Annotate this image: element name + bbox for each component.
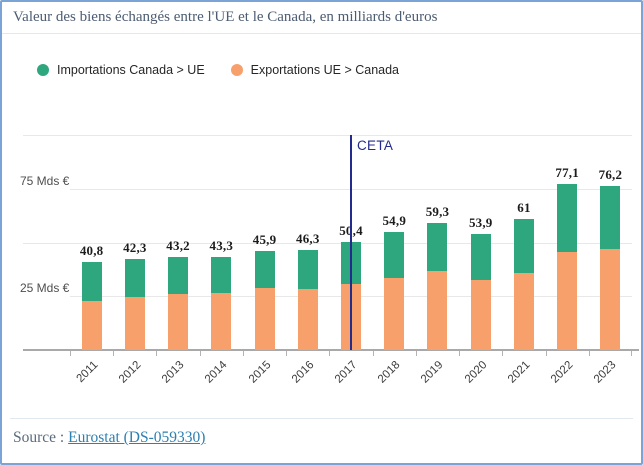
gridline-100 (23, 135, 632, 136)
bar-segment-exports-2015 (254, 288, 275, 350)
bar-total-label-2016: 46,3 (296, 231, 320, 247)
source-prefix: Source : (13, 429, 65, 446)
bar-total-label-2015: 45,9 (252, 232, 277, 248)
x-axis-label-2015: 2015 (246, 359, 274, 386)
bar-segment-imports-2015 (254, 251, 275, 289)
bar-total-label-2018: 54,9 (382, 212, 407, 228)
x-axis-tick (502, 351, 504, 356)
bar-segment-exports-2011 (81, 300, 102, 350)
x-axis-tick (545, 351, 547, 356)
bar-total-label-2020: 53,9 (468, 215, 493, 231)
bar-segment-exports-2013 (168, 294, 189, 350)
x-axis-label-2020: 2020 (462, 359, 490, 386)
bar-segment-exports-2014 (211, 293, 232, 350)
bar-slot-2012: 42,3 2012 (113, 135, 156, 386)
y-axis-label-25: 25 Mds € (20, 281, 70, 296)
bar-segment-exports-2021 (513, 273, 534, 350)
bar-segment-exports-2019 (427, 270, 448, 350)
bar-segment-imports-2013 (168, 257, 189, 295)
x-axis-label-2013: 2013 (159, 359, 187, 386)
bar-segment-imports-2021 (513, 218, 534, 274)
bar-slot-2016: 46,3 2016 (286, 135, 329, 386)
bar-slot-2020: 53,9 2020 (459, 135, 502, 386)
x-axis-tick (459, 351, 461, 356)
x-axis-line (23, 349, 639, 351)
bar-segment-exports-2022 (557, 251, 578, 350)
bar-segment-imports-2020 (470, 234, 491, 281)
x-axis-tick (631, 351, 632, 356)
x-axis-tick (415, 351, 417, 356)
bar-segment-exports-2018 (384, 277, 405, 350)
x-axis-label-2022: 2022 (549, 359, 576, 386)
x-axis-tick (286, 351, 288, 356)
x-axis-label-2012: 2012 (116, 359, 144, 386)
x-axis-label-2017: 2017 (332, 359, 360, 386)
bar-segment-imports-2018 (384, 231, 405, 278)
bar-slot-2021: 61 2021 (502, 135, 545, 386)
x-axis-tick (242, 351, 244, 356)
bar-total-label-2014: 43,3 (209, 237, 234, 253)
footer-divider (10, 418, 633, 419)
x-axis-label-2016: 2016 (289, 359, 317, 386)
x-axis-tick (70, 351, 71, 356)
bar-segment-imports-2019 (427, 222, 448, 271)
legend-item-importations: Importations Canada > UE (37, 63, 205, 77)
x-axis-tick (113, 351, 115, 356)
bar-segment-imports-2023 (600, 186, 621, 249)
bar-segment-imports-2011 (81, 262, 102, 301)
legend-label-exportations: Exportations UE > Canada (250, 63, 400, 77)
bar-slot-2019: 59,3 2019 (415, 135, 459, 386)
x-axis-tick (156, 351, 158, 356)
bar-total-label-2022: 77,1 (555, 165, 579, 181)
bar-segment-imports-2016 (297, 250, 318, 290)
bar-total-label-2021: 61 (517, 199, 531, 215)
bar-segment-imports-2012 (124, 259, 145, 298)
legend-item-exportations: Exportations UE > Canada (230, 63, 400, 77)
ceta-annotation-label: CETA (357, 138, 394, 153)
chart-title: Valeur des biens échangés entre l'UE et … (2, 2, 641, 34)
x-axis-tick (588, 351, 590, 356)
bar-slot-2022: 77,1 2022 (545, 135, 589, 386)
x-axis-label-2023: 2023 (592, 359, 619, 386)
bar-total-label-2013: 43,2 (166, 238, 190, 254)
plot-area: 40,8 2011 42,3 2012 43,2 2013 43,3 2014 45,9 2015… (20, 135, 632, 386)
y-axis-label-75: 75 Mds € (20, 173, 70, 188)
bar-slot-2018: 54,9 2018 (372, 135, 416, 386)
x-axis-label-2018: 2018 (376, 359, 403, 386)
bar-segment-exports-2023 (600, 248, 621, 350)
x-axis-label-2019: 2019 (419, 359, 446, 386)
bar-segment-exports-2016 (297, 289, 318, 350)
bar-slot-2023: 76,2 2023 (588, 135, 632, 386)
x-axis-label-2011: 2011 (74, 359, 101, 385)
ceta-annotation-line (350, 135, 352, 350)
bar-slot-2013: 43,2 2013 (156, 135, 199, 386)
x-axis-label-2014: 2014 (203, 359, 230, 386)
bar-total-label-2023: 76,2 (598, 167, 623, 183)
legend-dot-exportations-icon (230, 64, 243, 76)
bar-segment-exports-2012 (124, 297, 145, 350)
x-axis-tick (199, 351, 201, 356)
bars: 40,8 2011 42,3 2012 43,2 2013 43,3 2014 45,9 2015… (70, 135, 632, 386)
bar-slot-2014: 43,3 2014 (199, 135, 243, 386)
source-line: Source : Eurostat (DS-059330) (13, 429, 205, 447)
x-axis-label-2021: 2021 (505, 359, 533, 386)
x-axis-tick (329, 351, 331, 356)
bar-total-label-2012: 42,3 (123, 240, 147, 256)
bar-segment-imports-2014 (211, 256, 232, 294)
x-axis-tick (372, 351, 374, 356)
bar-segment-exports-2020 (470, 280, 491, 350)
legend-label-importations: Importations Canada > UE (57, 63, 205, 77)
bar-total-label-2011: 40,8 (79, 243, 104, 259)
bar-total-label-2019: 59,3 (425, 203, 450, 219)
gridline-50 (23, 242, 632, 244)
bar-segment-imports-2022 (557, 184, 578, 252)
legend: Importations Canada > UE Exportations UE… (37, 63, 399, 77)
bar-slot-2015: 45,9 2015 (242, 135, 286, 386)
source-link[interactable]: Eurostat (DS-059330) (68, 429, 206, 446)
legend-dot-importations-icon (37, 64, 49, 76)
bar-slot-2011: 40,8 2011 (70, 135, 113, 385)
